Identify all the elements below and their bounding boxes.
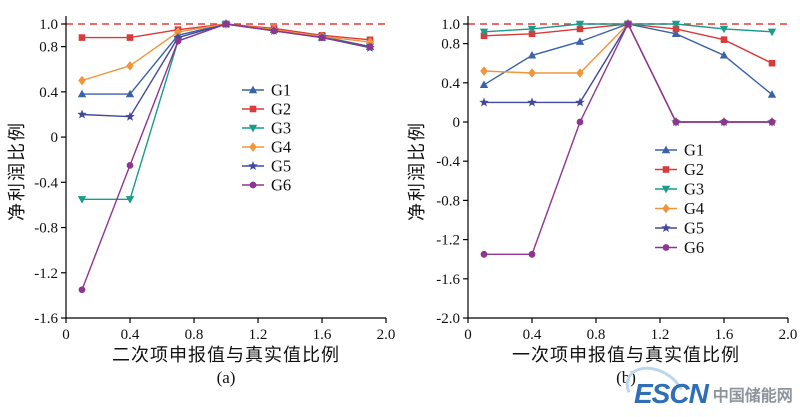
svg-text:-0.4: -0.4 (436, 154, 460, 170)
svg-text:G3: G3 (684, 180, 704, 199)
svg-text:G2: G2 (684, 160, 704, 179)
svg-text:0.4: 0.4 (441, 76, 460, 92)
svg-text:G6: G6 (271, 176, 291, 195)
svg-text:2.0: 2.0 (779, 327, 798, 343)
chart-a-x-axis-label: 二次项申报值与真实值比例 (112, 345, 340, 365)
svg-text:G4: G4 (271, 138, 291, 157)
svg-text:-0.8: -0.8 (436, 193, 460, 209)
svg-text:0.8: 0.8 (185, 327, 204, 343)
chart-b-y-axis-label: 净利润比例 (407, 121, 427, 221)
svg-text:-0.8: -0.8 (34, 221, 58, 237)
svg-text:-1.6: -1.6 (436, 272, 460, 288)
svg-text:G1: G1 (271, 81, 291, 100)
svg-text:G6: G6 (684, 238, 704, 257)
svg-text:0: 0 (62, 327, 70, 343)
svg-text:G3: G3 (271, 119, 291, 138)
chart-a-plot-canvas: 1.00.80.40-0.4-0.8-1.2-1.60 0.4 0.8 1.2 1.6 2… (34, 16, 396, 343)
svg-text:1.2: 1.2 (651, 327, 670, 343)
svg-text:-2.0: -2.0 (436, 311, 460, 327)
svg-text:G1: G1 (684, 141, 704, 160)
svg-text:1.0: 1.0 (441, 17, 460, 33)
svg-text:G5: G5 (684, 219, 704, 238)
svg-text:0: 0 (51, 130, 59, 146)
svg-text:-1.2: -1.2 (436, 233, 460, 249)
escn-logo: ESCN (634, 378, 709, 409)
svg-text:-0.4: -0.4 (34, 175, 58, 191)
svg-text:G4: G4 (684, 199, 704, 218)
svg-text:1.2: 1.2 (249, 327, 268, 343)
chart-b: 1.0 0.8 0.4 0 -0.4 -0.8 -1.2 -1.6 -2.0 0 0.4 0.8 1.2… (400, 0, 800, 417)
svg-text:-1.2: -1.2 (34, 266, 58, 282)
svg-text:0: 0 (453, 115, 461, 131)
svg-text:0.8: 0.8 (39, 40, 58, 56)
chart-b-x-axis-label: 一次项申报值与真实值比例 (512, 345, 740, 365)
svg-text:0.8: 0.8 (587, 327, 606, 343)
site-name-text: 中国储能网 (712, 388, 793, 405)
chart-a: 1.0 0.8 0.4 0 -0.4 -0.8 -1.2 -1.6 0 0.4 0.8 1.2 1.6 2… (7, 16, 396, 387)
svg-text:0.4: 0.4 (523, 327, 542, 343)
chart-a-subtitle: (a) (216, 368, 236, 387)
svg-text:0.4: 0.4 (39, 85, 58, 101)
svg-text:G5: G5 (271, 157, 291, 176)
svg-text:1.6: 1.6 (313, 327, 332, 343)
svg-text:1.6: 1.6 (715, 327, 734, 343)
chart-b-plot-canvas: 1.00.80.40-0.4-0.8-1.2-1.6-2.00 0.4 0.8 1.2… (436, 16, 798, 343)
svg-text:0: 0 (464, 327, 472, 343)
watermark: ESCN 中国储能网 (617, 357, 793, 417)
svg-text:1.0: 1.0 (39, 17, 58, 33)
chart-a-y-axis-label: 净利润比例 (7, 121, 27, 221)
svg-text:0.4: 0.4 (121, 327, 140, 343)
svg-text:2.0: 2.0 (377, 327, 396, 343)
svg-text:0.8: 0.8 (441, 37, 460, 53)
svg-text:G2: G2 (271, 100, 291, 119)
chart-b-subtitle: (b) (616, 368, 636, 387)
svg-text:-1.6: -1.6 (34, 311, 58, 327)
